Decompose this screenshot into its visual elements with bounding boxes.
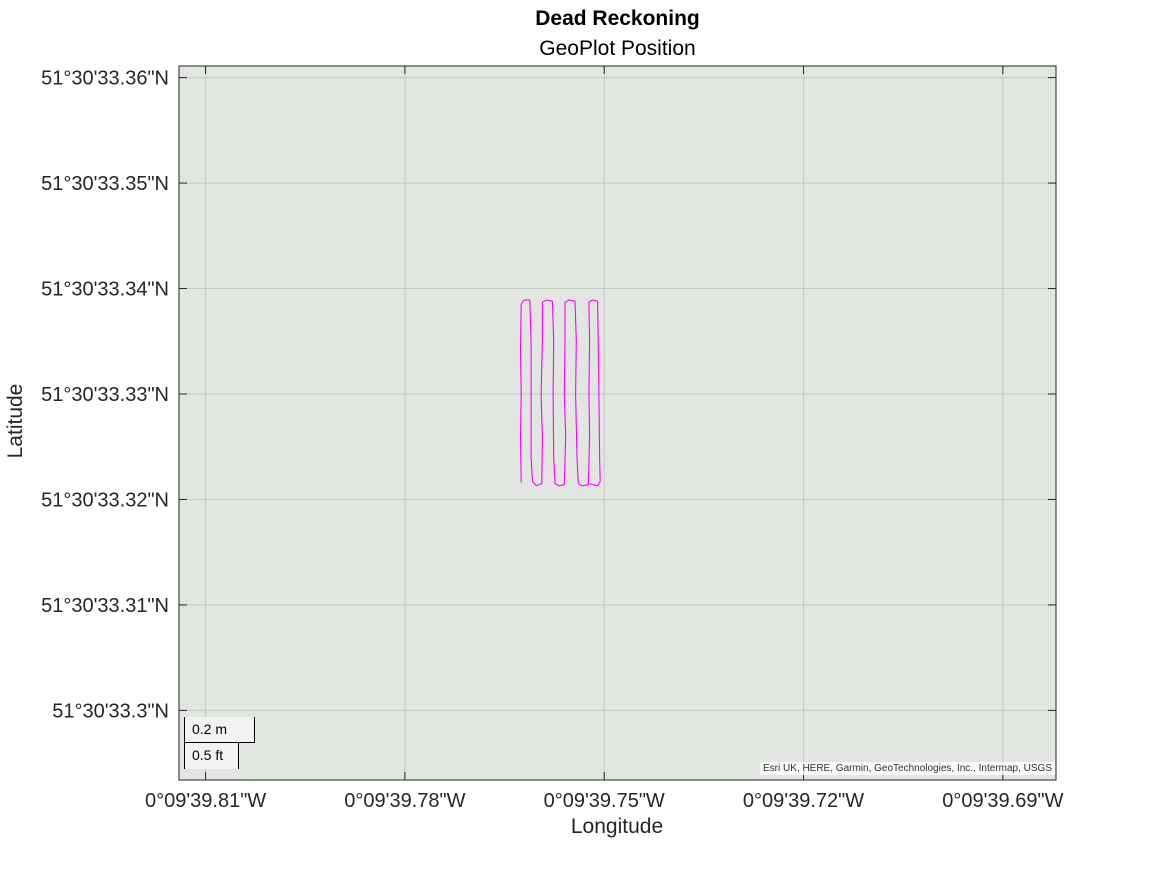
y-tick-label: 51°30'33.33"N <box>41 384 169 406</box>
y-tick-label: 51°30'33.31"N <box>41 595 169 617</box>
track-line <box>519 299 601 487</box>
track-series <box>519 299 601 487</box>
y-tick-label: 51°30'33.34"N <box>41 279 169 301</box>
scale-bar-metric-label: 0.2 m <box>192 721 228 737</box>
grid-lines <box>179 66 1056 780</box>
axes-box <box>178 65 1057 781</box>
x-tick-label: 0°09'39.81"W <box>145 790 266 812</box>
scale-bar-metric: 0.2 m <box>184 717 255 743</box>
y-tick-label: 51°30'33.36"N <box>41 68 169 90</box>
chart-subtitle: GeoPlot Position <box>539 37 696 60</box>
x-tick-label: 0°09'39.75"W <box>544 790 665 812</box>
axis-ticks <box>179 66 1056 780</box>
tick-labels: 0°09'39.81"W 0°09'39.78"W 0°09'39.75"W 0°09… <box>41 68 1063 812</box>
scale-bar-imperial-label: 0.5 ft <box>192 747 224 763</box>
x-tick-label: 0°09'39.72"W <box>743 790 864 812</box>
x-axis-label: Longitude <box>570 815 664 838</box>
map-attribution: Esri UK, HERE, Garmin, GeoTechnologies, … <box>760 762 1055 775</box>
scale-bar-imperial: 0.5 ft <box>184 743 239 769</box>
basemap <box>179 66 1056 780</box>
y-axis-label: Latitude <box>4 383 27 459</box>
x-tick-label: 0°09'39.69"W <box>942 790 1063 812</box>
y-tick-label: 51°30'33.32"N <box>41 489 169 511</box>
chart-title: Dead Reckoning <box>535 7 700 30</box>
y-tick-label: 51°30'33.35"N <box>41 173 169 195</box>
y-tick-label: 51°30'33.3"N <box>52 700 169 722</box>
x-tick-label: 0°09'39.78"W <box>344 790 465 812</box>
